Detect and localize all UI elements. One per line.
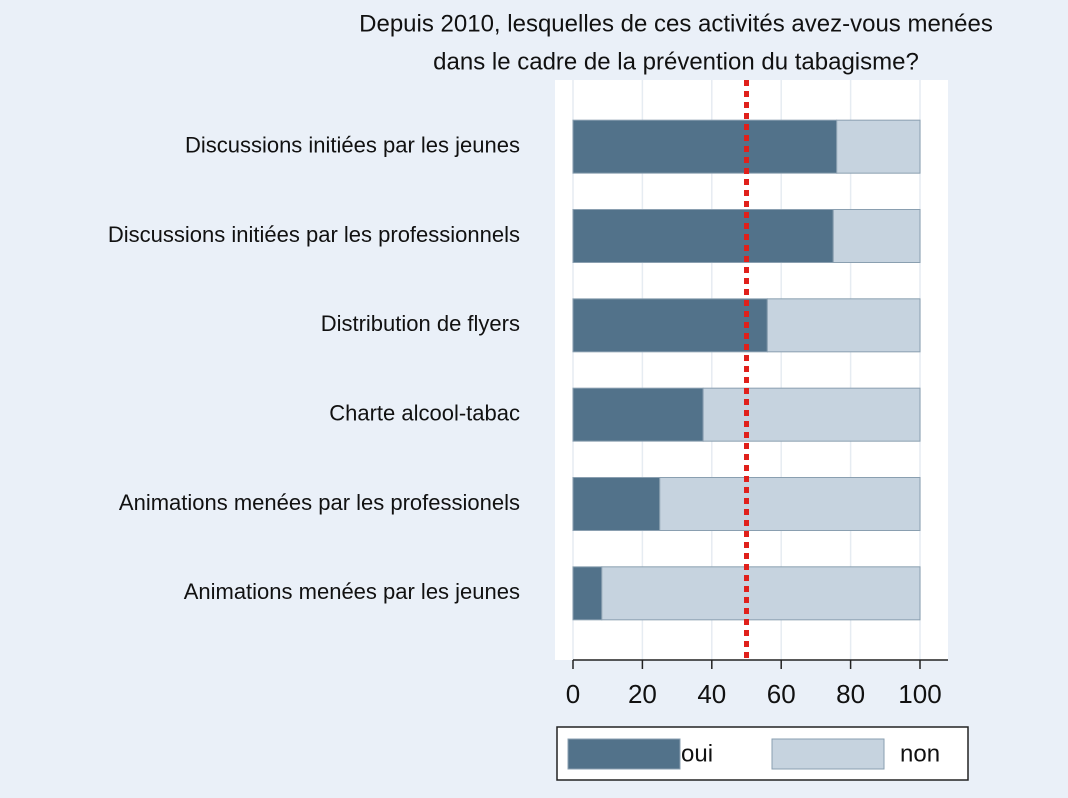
y-tick-label: Animations menées par les professionels xyxy=(119,490,520,515)
legend-swatch xyxy=(771,738,885,770)
legend-label: oui xyxy=(681,740,713,767)
bar-segment xyxy=(572,566,603,621)
bar-segment xyxy=(572,119,838,174)
bar-segment xyxy=(836,119,921,174)
bar-segment xyxy=(572,387,704,442)
bar-segment xyxy=(702,387,921,442)
bar-segment xyxy=(572,209,834,263)
y-tick-label: Discussions initiées par les jeunes xyxy=(185,132,520,157)
x-tick-label: 0 xyxy=(566,679,580,709)
chart-title: Depuis 2010, lesquelles de ces activités… xyxy=(359,10,993,37)
bar-segment xyxy=(572,298,768,353)
x-tick-label: 20 xyxy=(628,679,657,709)
bar-segment xyxy=(572,477,661,531)
bar-segment xyxy=(766,298,921,353)
y-tick-label: Animations menées par les jeunes xyxy=(184,579,520,604)
y-tick-label: Distribution de flyers xyxy=(321,311,520,336)
bar-segment xyxy=(601,566,921,621)
x-tick-label: 60 xyxy=(767,679,796,709)
x-tick-label: 40 xyxy=(697,679,726,709)
legend-label: non xyxy=(900,740,940,767)
x-tick-label: 80 xyxy=(836,679,865,709)
bar-segment xyxy=(832,209,921,263)
chart-title: dans le cadre de la prévention du tabagi… xyxy=(433,48,919,75)
bar-segment xyxy=(659,477,921,531)
y-tick-label: Discussions initiées par les professionn… xyxy=(108,222,520,247)
y-tick-label: Charte alcool-tabac xyxy=(329,400,520,425)
plot-area xyxy=(555,80,948,660)
x-tick-label: 100 xyxy=(898,679,941,709)
legend-swatch xyxy=(567,738,681,770)
